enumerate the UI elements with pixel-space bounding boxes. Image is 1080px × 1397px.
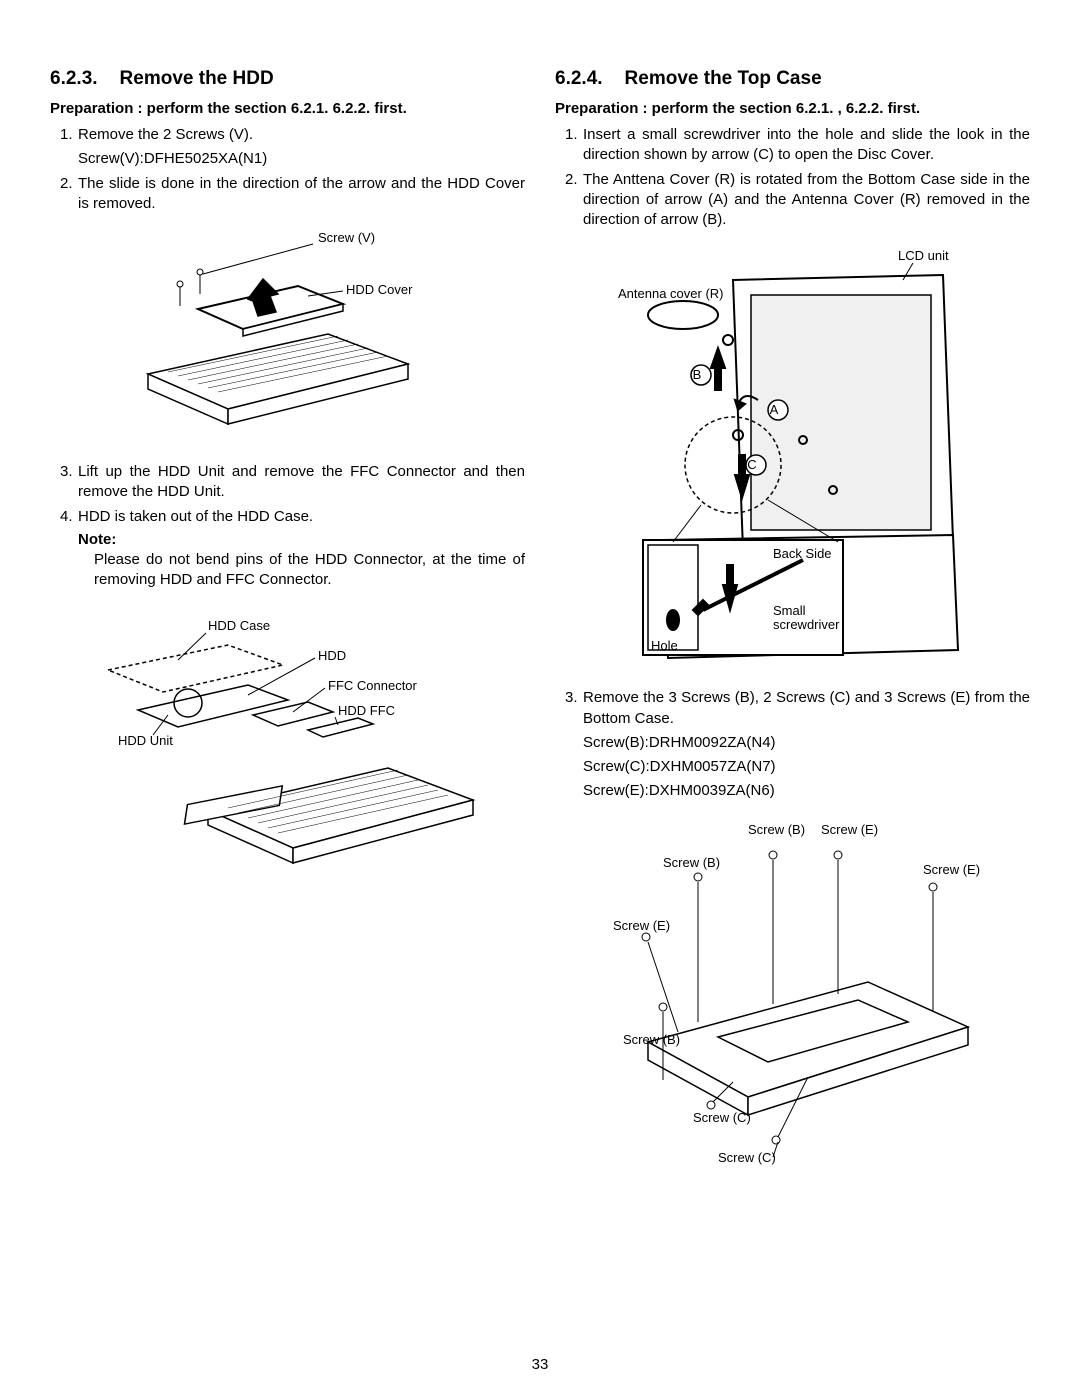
heading-title: Remove the HDD (120, 68, 274, 90)
label-screw-b3: Screw (B) (623, 1032, 680, 1047)
figure-hdd-cover: Screw (V) HDD Cover (50, 224, 525, 444)
step-2: 2.The slide is done in the direction of … (50, 174, 525, 215)
figure-bottom-screws: Screw (B) Screw (E) Screw (B) Screw (E) … (555, 812, 1030, 1172)
label-screw-e3: Screw (E) (613, 918, 670, 933)
page-number: 33 (0, 1356, 1080, 1373)
step-text: HDD is taken out of the HDD Case. (78, 508, 313, 525)
heading-title: Remove the Top Case (625, 68, 822, 90)
step-text: Insert a small screwdriver into the hole… (583, 126, 1030, 163)
label-b: B (692, 367, 701, 382)
section-heading-623: 6.2.3. Remove the HDD (50, 68, 525, 90)
step-3c: Screw(C):DXHM0057ZA(N7) (555, 757, 1030, 777)
step-text: Remove the 2 Screws (V). (78, 126, 253, 143)
label-screw-b: Screw (B) (748, 822, 805, 837)
step-1: 1.Remove the 2 Screws (V). (50, 125, 525, 145)
label-a: A (769, 402, 778, 417)
step-3b: Screw(B):DRHM0092ZA(N4) (555, 733, 1030, 753)
label-screw-e2: Screw (E) (923, 862, 980, 877)
label-screw-b2: Screw (B) (663, 855, 720, 870)
left-column: 6.2.3. Remove the HDD Preparation : perf… (50, 68, 525, 1190)
label-screw-c: Screw (C) (693, 1110, 751, 1125)
figure-hdd-unit: HDD Case HDD FFC Connector HDD FFC HDD U… (50, 600, 525, 880)
section-heading-624: 6.2.4. Remove the Top Case (555, 68, 1030, 90)
preparation-text: Preparation : perform the section 6.2.1.… (50, 100, 525, 117)
note-label: Note: (50, 531, 525, 548)
step-1b: Screw(V):DFHE5025XA(N1) (50, 149, 525, 169)
step-3: 3.Remove the 3 Screws (B), 2 Screws (C) … (555, 688, 1030, 729)
label-screw-e: Screw (E) (821, 822, 878, 837)
label-antenna-cover: Antenna cover (R) (618, 286, 724, 301)
right-column: 6.2.4. Remove the Top Case Preparation :… (555, 68, 1030, 1190)
heading-number: 6.2.3. (50, 68, 98, 90)
step-3d: Screw(E):DXHM0039ZA(N6) (555, 781, 1030, 801)
step-1: 1.Insert a small screwdriver into the ho… (555, 125, 1030, 166)
label-c: C (747, 457, 756, 472)
page-columns: 6.2.3. Remove the HDD Preparation : perf… (50, 68, 1030, 1190)
step-text: The slide is done in the direction of th… (78, 175, 525, 212)
label-screw-v: Screw (V) (318, 230, 375, 245)
step-text: Lift up the HDD Unit and remove the FFC … (78, 463, 525, 500)
label-ffc-connector: FFC Connector (328, 678, 418, 693)
preparation-text: Preparation : perform the section 6.2.1.… (555, 100, 1030, 117)
label-hdd-ffc: HDD FFC (338, 703, 395, 718)
note-text: Please do not bend pins of the HDD Conne… (50, 550, 525, 591)
step-2: 2.The Anttena Cover (R) is rotated from … (555, 170, 1030, 231)
heading-number: 6.2.4. (555, 68, 603, 90)
label-lcd-unit: LCD unit (898, 248, 949, 263)
label-hdd: HDD (318, 648, 346, 663)
figure-antenna-cover: LCD unit Antenna cover (R) A B C Back Si… (555, 240, 1030, 670)
label-back-side: Back Side (773, 546, 832, 561)
step-3: 3.Lift up the HDD Unit and remove the FF… (50, 462, 525, 503)
label-hole: Hole (651, 638, 678, 653)
step-4: 4.HDD is taken out of the HDD Case. (50, 507, 525, 527)
label-screw-c2: Screw (C) (718, 1150, 776, 1165)
step-text: The Anttena Cover (R) is rotated from th… (583, 171, 1030, 229)
label-hdd-cover: HDD Cover (346, 282, 413, 297)
label-hdd-case: HDD Case (208, 618, 270, 633)
step-text: Remove the 3 Screws (B), 2 Screws (C) an… (583, 689, 1030, 726)
label-hdd-unit: HDD Unit (118, 733, 173, 748)
